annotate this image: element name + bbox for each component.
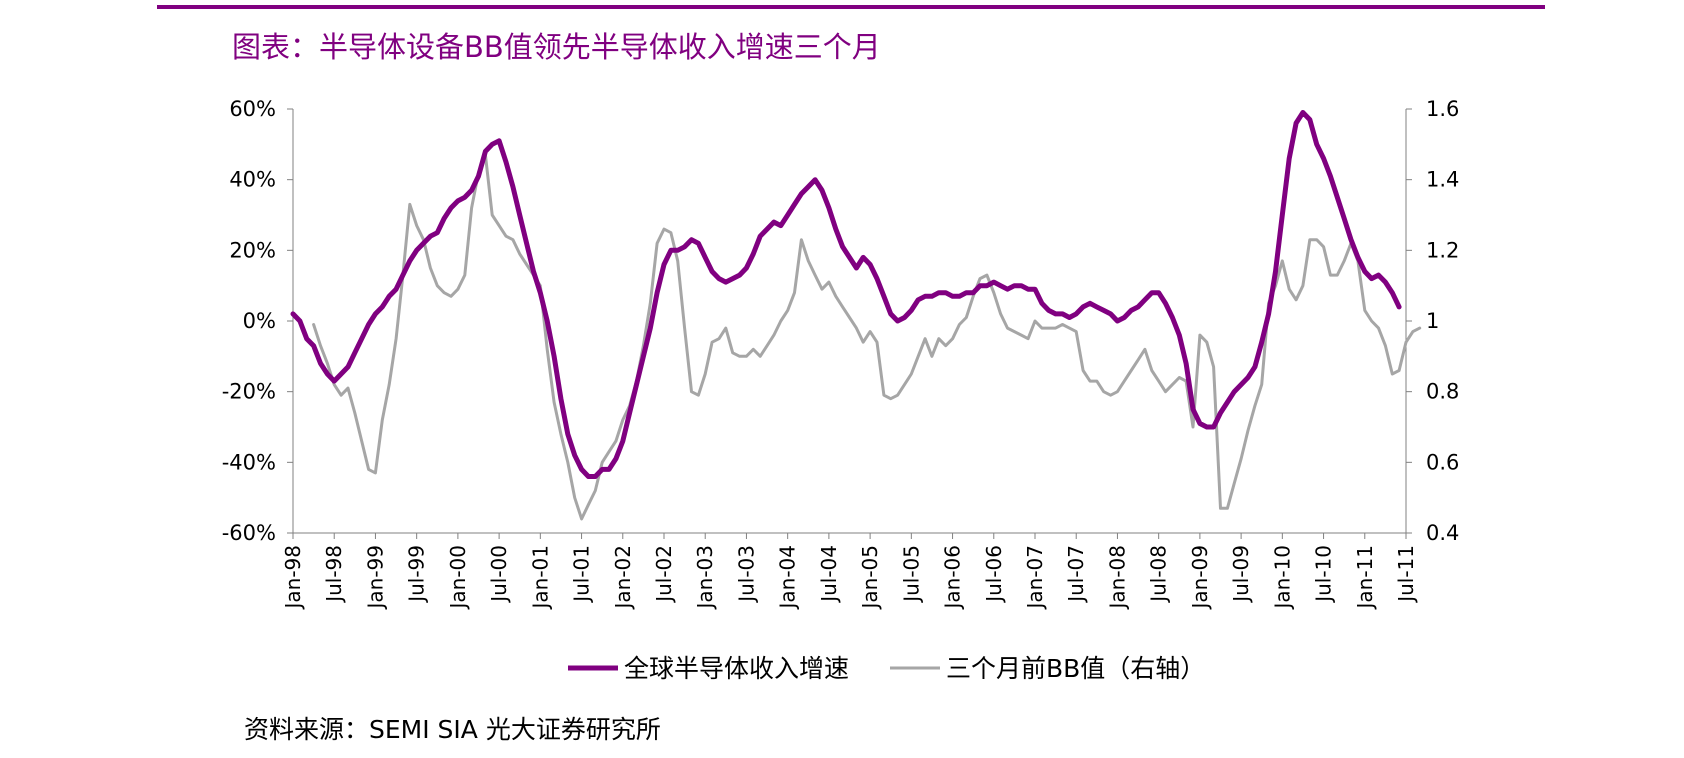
figure-title: 图表：半导体设备BB值领先半导体收入增速三个月 [232, 30, 881, 64]
legend-label: 全球半导体收入增速 [624, 654, 849, 683]
x-tick-label: Jan-02 [611, 545, 635, 611]
top-divider [157, 5, 1545, 9]
x-tick-label: Jul-03 [734, 545, 758, 604]
x-tick-label: Jan-08 [1105, 545, 1129, 611]
right-y-tick-label: 0.6 [1426, 450, 1459, 474]
chart-legend: 全球半导体收入增速 三个月前BB值（右轴） [568, 654, 1205, 683]
left-y-tick-label: -60% [222, 521, 276, 545]
x-tick-label: Jul-05 [899, 545, 923, 604]
left-y-tick-label: 60% [229, 97, 276, 121]
left-y-tick-label: 20% [229, 238, 276, 262]
x-tick-label: Jul-09 [1229, 545, 1253, 604]
legend-label: 三个月前BB值（右轴） [946, 654, 1205, 683]
right-y-tick-label: 1.4 [1426, 168, 1459, 192]
right-y-tick-label: 0.8 [1426, 380, 1459, 404]
left-y-tick-label: 40% [229, 168, 276, 192]
x-tick-label: Jan-11 [1353, 545, 1377, 611]
x-tick-label: Jan-00 [446, 545, 470, 611]
x-tick-label: Jul-10 [1312, 545, 1336, 604]
source-note: 资料来源：SEMI SIA 光大证券研究所 [244, 715, 661, 744]
x-tick-label: Jul-08 [1147, 545, 1171, 604]
x-tick-label: Jan-99 [363, 545, 387, 611]
chart-axes: 60% 40% 20% 0% -20% -40% -60% 1.6 1.4 1.2 1 0.8 0.6 0… [222, 97, 1460, 611]
right-y-tick-label: 1.2 [1426, 238, 1459, 262]
left-y-tick-label: 0% [243, 309, 276, 333]
x-tick-label: Jul-00 [487, 545, 511, 604]
x-tick-label: Jan-03 [693, 545, 717, 611]
x-tick-label: Jan-06 [941, 545, 965, 611]
right-y-tick-label: 0.4 [1426, 521, 1459, 545]
x-tick-label: Jan-01 [528, 545, 552, 611]
x-tick-label: Jan-07 [1023, 545, 1047, 611]
x-tick-label: Jan-05 [858, 545, 882, 611]
series-line-revenue-growth [290, 110, 1402, 479]
x-tick-label: Jul-98 [322, 545, 346, 604]
x-tick-label: Jul-01 [570, 545, 594, 604]
x-tick-label: Jul-07 [1064, 545, 1088, 604]
x-tick-label: Jul-02 [652, 545, 676, 604]
x-tick-label: Jan-98 [281, 545, 305, 611]
chart-series [290, 110, 1422, 521]
right-y-tick-label: 1.6 [1426, 97, 1459, 121]
x-tick-label: Jul-99 [405, 545, 429, 604]
x-tick-label: Jul-06 [982, 545, 1006, 604]
right-y-tick-label: 1 [1426, 309, 1439, 333]
x-tick-label: Jan-09 [1188, 545, 1212, 611]
x-tick-label: Jan-10 [1270, 545, 1294, 611]
legend-item-bb-ratio: 三个月前BB值（右轴） [890, 654, 1205, 683]
series-line-bb-ratio [312, 153, 1422, 521]
x-tick-label: Jan-04 [776, 545, 800, 611]
x-tick-label: Jul-11 [1394, 545, 1418, 604]
x-tick-label: Jul-04 [817, 545, 841, 604]
line-chart: 60% 40% 20% 0% -20% -40% -60% 1.6 1.4 1.2 1 0.8 0.6 0… [222, 97, 1460, 683]
left-y-tick-label: -40% [222, 450, 276, 474]
legend-item-revenue-growth: 全球半导体收入增速 [568, 654, 849, 683]
left-y-tick-label: -20% [222, 380, 276, 404]
